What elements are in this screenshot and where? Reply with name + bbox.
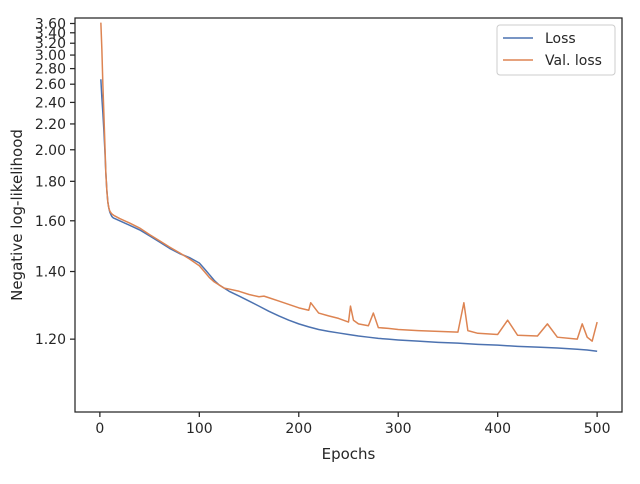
x-tick-label: 300 — [385, 421, 412, 437]
y-tick-label: 3.40 — [35, 26, 66, 42]
series-line-val-loss — [100, 22, 598, 342]
y-tick-label: 3.20 — [35, 36, 66, 52]
y-tick-label: 2.20 — [35, 117, 66, 133]
y-tick-label: 1.40 — [35, 265, 66, 281]
series-layer — [100, 22, 598, 353]
x-tick-label: 100 — [186, 421, 213, 437]
x-tick-label: 500 — [584, 421, 611, 437]
y-tick-label: 3.60 — [35, 17, 66, 33]
x-tick-label: 400 — [484, 421, 511, 437]
series-line-loss — [100, 79, 598, 353]
y-tick-label: 2.60 — [35, 77, 66, 93]
plot-frame — [74, 17, 623, 413]
y-tick-label: 2.00 — [35, 143, 66, 159]
y-tick-label: 3.00 — [35, 48, 66, 64]
x-axis: 0 100 200 300 400 500 — [95, 412, 611, 437]
y-tick-label: 2.80 — [35, 62, 66, 78]
y-axis: 1.20 1.40 1.60 1.80 2.00 2.20 2.40 2.602.803.00… — [35, 17, 75, 348]
y-axis-label: Negative log-likelihood — [8, 129, 26, 301]
x-axis-label: Epochs — [322, 445, 376, 463]
x-tick-label: 200 — [285, 421, 312, 437]
legend-label-loss: Loss — [545, 31, 576, 47]
y-tick-label: 2.40 — [35, 95, 66, 111]
x-tick-label: 0 — [95, 421, 104, 437]
legend-label-val-loss: Val. loss — [545, 53, 602, 69]
y-tick-label: 1.60 — [35, 214, 66, 230]
y-tick-label: 1.20 — [35, 332, 66, 348]
y-tick-label: 1.80 — [35, 174, 66, 190]
legend: Loss Val. loss — [496, 24, 616, 76]
